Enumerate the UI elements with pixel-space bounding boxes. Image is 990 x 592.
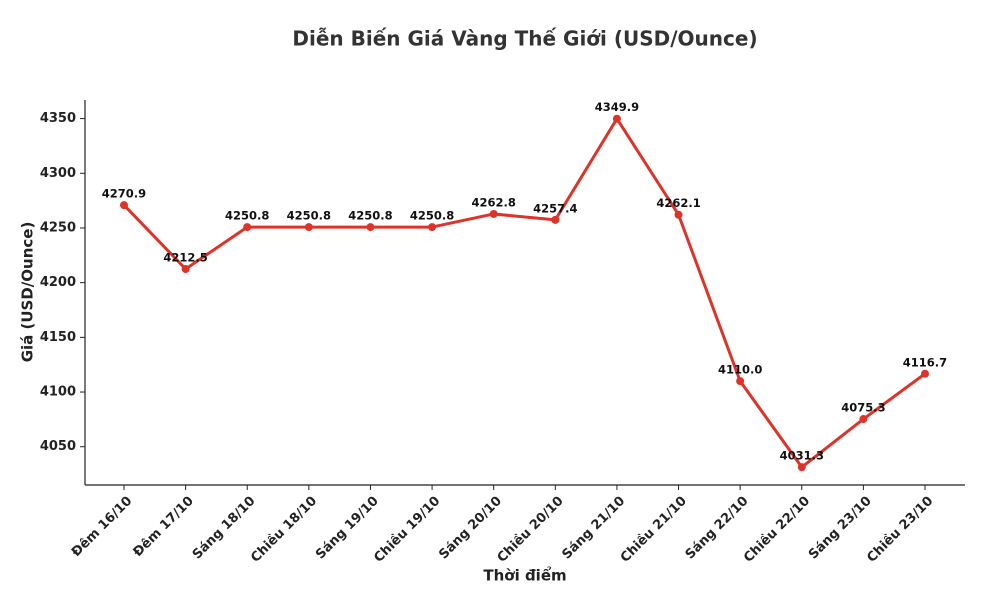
point	[366, 223, 375, 232]
x-tick-label: Chiều 18/10	[248, 494, 320, 566]
point	[736, 377, 745, 386]
x-tick-label: Chiều 21/10	[618, 494, 690, 566]
x-tick-label: Sáng 23/10	[806, 494, 875, 563]
value-label: 4031.3	[780, 449, 824, 463]
x-tick-label: Đêm 16/10	[69, 494, 135, 560]
value-label: 4250.8	[225, 209, 269, 223]
value-label: 4270.9	[102, 187, 146, 201]
value-label: 4212.5	[163, 250, 207, 264]
value-label: 4250.8	[410, 209, 454, 223]
point	[428, 223, 437, 232]
x-axis-label: Thời điểm	[483, 566, 566, 585]
x-tick-label: Sáng 19/10	[313, 494, 382, 563]
value-label: 4349.9	[595, 100, 639, 114]
value-label: 4116.7	[903, 355, 947, 369]
value-label: 4075.3	[841, 401, 885, 415]
value-label: 4262.8	[471, 195, 515, 209]
point	[551, 215, 560, 224]
point	[489, 209, 498, 218]
x-tick-label: Sáng 18/10	[190, 494, 259, 563]
x-tick-label: Chiều 23/10	[864, 494, 936, 566]
point	[181, 264, 190, 273]
line	[122, 117, 926, 469]
value-label: 4250.8	[348, 209, 392, 223]
y-tick-label: 4050	[40, 439, 76, 454]
point	[859, 415, 868, 424]
chart-title: Diễn Biến Giá Vàng Thế Giới (USD/Ounce)	[292, 27, 757, 51]
y-axis-label: Giá (USD/Ounce)	[19, 222, 37, 363]
x-tick-label: Đêm 17/10	[131, 494, 197, 560]
point	[120, 201, 128, 210]
point	[243, 223, 252, 232]
point	[921, 369, 929, 378]
y-tick-label: 4200	[40, 275, 76, 290]
y-tick-label: 4350	[40, 111, 76, 126]
x-tick-label: Chiều 19/10	[371, 494, 443, 566]
value-label: 4250.8	[287, 209, 331, 223]
x-tick-label: Chiều 20/10	[495, 494, 567, 566]
x-tick-label: Sáng 20/10	[436, 494, 505, 563]
point	[797, 463, 806, 472]
point	[304, 223, 313, 232]
y-tick-label: 4100	[40, 385, 76, 400]
y-tick-label: 4250	[40, 220, 76, 235]
value-label: 4110.0	[718, 363, 762, 377]
point	[674, 210, 683, 219]
y-tick-label: 4150	[40, 330, 76, 345]
x-tick-label: Chiều 22/10	[741, 494, 813, 566]
y-tick-label: 4300	[40, 166, 76, 181]
value-label: 4257.4	[533, 201, 577, 215]
point	[612, 114, 621, 123]
x-tick-label: Sáng 21/10	[560, 494, 629, 563]
value-label: 4262.1	[656, 196, 700, 210]
x-tick-label: Sáng 22/10	[683, 494, 752, 563]
